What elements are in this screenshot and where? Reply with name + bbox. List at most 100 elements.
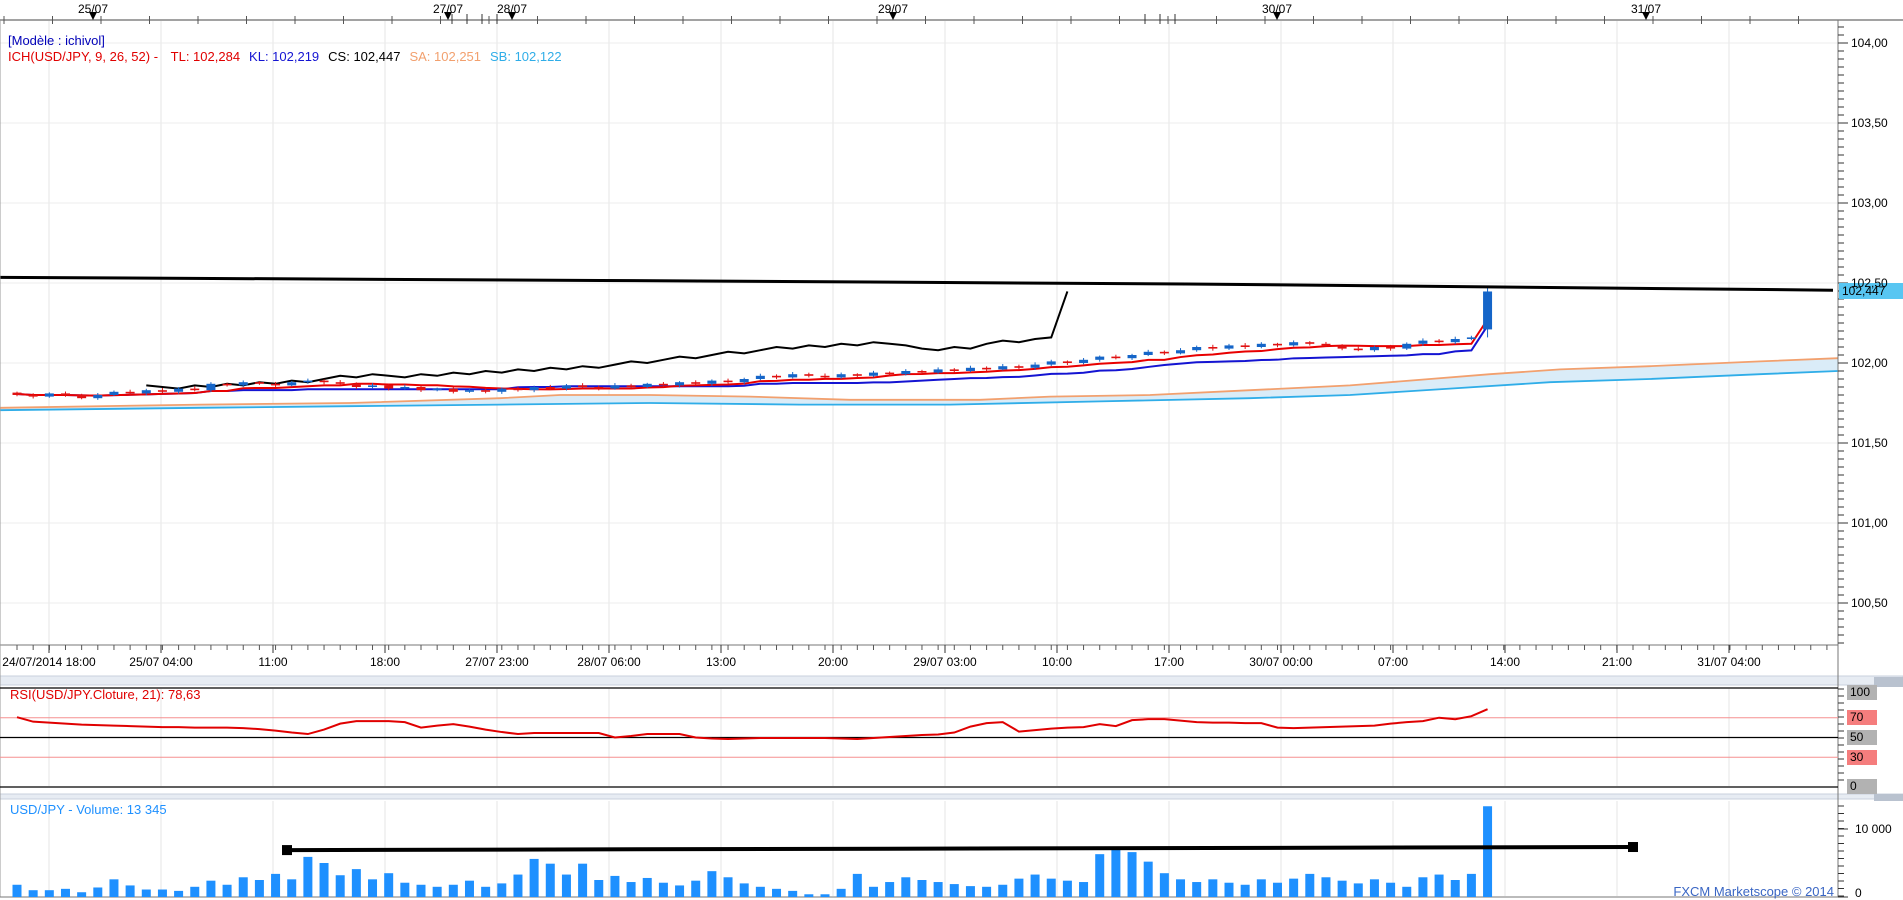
- volume-bar: [109, 879, 119, 897]
- volume-bar: [610, 875, 620, 897]
- day-marker-triangle: [444, 12, 452, 20]
- candle-up: [1143, 351, 1153, 355]
- candle-down: [691, 382, 701, 384]
- candle-up: [464, 390, 474, 392]
- bottom-axis-time-label: 31/07 04:00: [1697, 655, 1761, 669]
- candle-up: [933, 369, 943, 373]
- volume-bar: [1159, 873, 1169, 897]
- volume-bar: [642, 877, 652, 897]
- volume-bar: [545, 863, 555, 897]
- trendline[interactable]: [0, 275, 1834, 292]
- bottom-axis-time-label: 28/07 06:00: [577, 655, 641, 669]
- bottom-axis-time-label: 25/07 04:00: [129, 655, 193, 669]
- candle-down: [626, 385, 636, 387]
- price-axis-label: 101,00: [1851, 516, 1888, 530]
- candle-down: [949, 369, 959, 371]
- candle-up: [44, 393, 54, 397]
- candle-down: [723, 380, 733, 383]
- tenkan-sen-line: [16, 318, 1489, 397]
- top-axis-day-label: 30/07: [1261, 2, 1293, 16]
- rsi-axis-label: 0: [1847, 779, 1877, 794]
- bottom-axis-time-label: 11:00: [258, 655, 288, 669]
- senkou-b-line: [0, 370, 1839, 412]
- panel-separator: [0, 675, 1903, 686]
- volume-bar: [1095, 854, 1105, 897]
- splitter-handle[interactable]: [1874, 794, 1903, 801]
- volume-bar: [1079, 882, 1089, 897]
- volume-bar: [44, 890, 54, 897]
- candle-up: [788, 374, 798, 378]
- volume-bar: [319, 863, 329, 897]
- candle-down: [545, 387, 555, 389]
- volume-bar: [933, 882, 943, 897]
- volume-trendline-handle[interactable]: [1628, 842, 1638, 853]
- candle-down: [157, 390, 167, 392]
- kijun-sen-line: [16, 325, 1489, 397]
- volume-bar: [1337, 880, 1347, 897]
- splitter-handle[interactable]: [1874, 677, 1903, 687]
- volume-bar: [1369, 879, 1379, 897]
- bottom-axis-time-label: 10:00: [1041, 655, 1073, 669]
- volume-axis-label: 10 000: [1855, 822, 1892, 836]
- candle-down: [852, 374, 862, 376]
- volume-bar: [157, 889, 167, 897]
- volume-bar: [1418, 877, 1428, 897]
- rsi-axis-label: 100: [1847, 685, 1877, 700]
- candle-down: [1159, 351, 1169, 354]
- volume-bar: [885, 882, 895, 897]
- volume-bar: [1272, 882, 1282, 897]
- candle-down: [1337, 345, 1347, 349]
- candle-down: [271, 383, 281, 386]
- rsi-axis-label: 70: [1847, 710, 1877, 726]
- ichimoku-legend-part: SA: 102,251: [409, 49, 482, 64]
- candle-up: [901, 371, 911, 375]
- rsi-axis-label: 30: [1847, 749, 1877, 765]
- candle-up: [400, 387, 410, 389]
- volume-bar: [804, 894, 814, 897]
- bottom-axis-time-label: 30/07 00:00: [1249, 655, 1313, 669]
- chikou-span-line: [146, 291, 1069, 390]
- top-axis-day-label: 25/07: [77, 2, 109, 16]
- volume-bar: [901, 877, 911, 897]
- candle-up: [1369, 347, 1379, 351]
- candle-down: [594, 387, 604, 389]
- volume-bar: [1111, 848, 1121, 897]
- candle-up: [1095, 356, 1105, 360]
- volume-bar: [12, 884, 22, 897]
- bottom-axis-time-label: 20:00: [817, 655, 849, 669]
- volume-bar: [93, 887, 103, 897]
- panel-separator: [0, 793, 1903, 800]
- candle-down: [1434, 340, 1444, 343]
- candle-down: [917, 371, 927, 373]
- model-label: [Modèle : ichivol]: [8, 33, 105, 48]
- candle-down: [820, 375, 830, 378]
- volume-bar: [1483, 806, 1493, 897]
- volume-bar: [1305, 873, 1315, 897]
- candle-up: [965, 367, 975, 371]
- volume-trendline-handle[interactable]: [282, 845, 292, 856]
- candle-up: [497, 388, 507, 392]
- candle-down: [125, 391, 135, 394]
- volume-bar: [174, 890, 184, 897]
- volume-bar: [448, 884, 458, 897]
- volume-bar: [1224, 882, 1234, 897]
- fxcm-watermark: FXCM Marketscope © 2014: [1673, 884, 1834, 899]
- candle-down: [772, 375, 782, 378]
- candle-up: [836, 374, 846, 378]
- candle-down: [1321, 343, 1331, 346]
- volume-bar: [400, 882, 410, 897]
- candle-up: [141, 390, 151, 394]
- candle-up: [174, 388, 184, 392]
- candle-up: [206, 383, 216, 391]
- volume-bar: [1030, 874, 1040, 897]
- volume-bar: [578, 863, 588, 897]
- top-axis-day-label: 27/07: [432, 2, 464, 16]
- volume-bar: [1402, 886, 1412, 897]
- price-axis-label: 100,50: [1851, 596, 1888, 610]
- price-axis-label: 101,50: [1851, 436, 1888, 450]
- bottom-axis-time-label: 27/07 23:00: [465, 655, 529, 669]
- volume-bar: [1208, 879, 1218, 897]
- candle-down: [1014, 366, 1024, 368]
